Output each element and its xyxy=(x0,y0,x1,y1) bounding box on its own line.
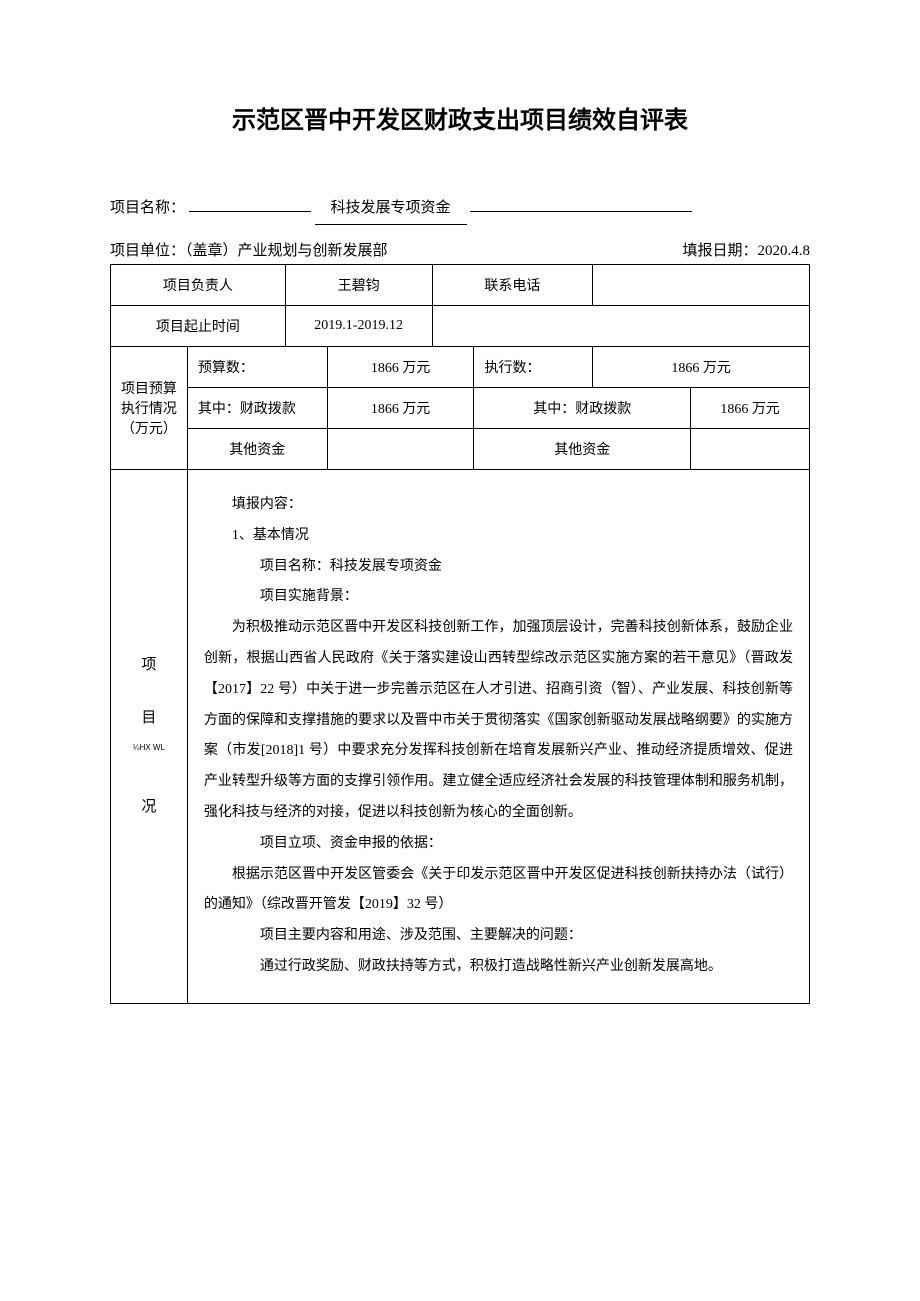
row-budget-1: 项目预算执行情况（万元） 预算数： 1866 万元 执行数： 1866 万元 xyxy=(111,347,810,388)
row-budget-3: 其他资金 其他资金 xyxy=(111,429,810,470)
row-overview: 项 目 ¼HX WL 况 填报内容： 1、基本情况 项目名称：科技发展专项资金 … xyxy=(111,470,810,1004)
form-table: 项目负责人 王碧钧 联系电话 项目起止时间 2019.1-2019.12 项目预… xyxy=(110,264,810,1004)
project-name-label: 项目名称： xyxy=(110,200,185,216)
overview-l5: 项目立项、资金申报的依据： xyxy=(204,829,793,860)
time-value: 2019.1-2019.12 xyxy=(285,306,432,347)
overview-l2: 1、基本情况 xyxy=(204,521,793,552)
row-leader: 项目负责人 王碧钧 联系电话 xyxy=(111,265,810,306)
overview-p1: 为积极推动示范区晋中开发区科技创新工作，加强顶层设计，完善科技创新体系，鼓励企业… xyxy=(204,613,793,829)
leader-value: 王碧钧 xyxy=(285,265,432,306)
fiscal-label-2: 其中：财政拨款 xyxy=(474,388,691,429)
page-title: 示范区晋中开发区财政支出项目绩效自评表 xyxy=(110,100,810,135)
budget-value: 1866 万元 xyxy=(327,347,474,388)
project-name-line: 项目名称： 科技发展专项资金 xyxy=(110,195,810,225)
time-label: 项目起止时间 xyxy=(111,306,286,347)
other-label-2: 其他资金 xyxy=(474,429,691,470)
other-value-2 xyxy=(691,429,810,470)
report-date: 填报日期：2020.4.8 xyxy=(682,239,810,260)
page: 示范区晋中开发区财政支出项目绩效自评表 项目名称： 科技发展专项资金 项目单位：… xyxy=(0,0,920,1301)
overview-p2: 根据示范区晋中开发区管委会《关于印发示范区晋中开发区促进科技创新扶持办法（试行）… xyxy=(204,860,793,922)
row-time: 项目起止时间 2019.1-2019.12 xyxy=(111,306,810,347)
overview-l6: 项目主要内容和用途、涉及范围、主要解决的问题： xyxy=(204,921,793,952)
unit-date-line: 项目单位：（盖章）产业规划与创新发展部 填报日期：2020.4.8 xyxy=(110,239,810,260)
overview-content: 填报内容： 1、基本情况 项目名称：科技发展专项资金 项目实施背景： 为积极推动… xyxy=(187,470,809,1004)
leader-label: 项目负责人 xyxy=(111,265,286,306)
overview-l1: 填报内容： xyxy=(204,490,793,521)
other-value-1 xyxy=(327,429,474,470)
fiscal-value-1: 1866 万元 xyxy=(327,388,474,429)
budget-label: 预算数： xyxy=(187,347,327,388)
phone-label: 联系电话 xyxy=(432,265,593,306)
budget-section-label: 项目预算执行情况（万元） xyxy=(111,347,188,470)
overview-l4: 项目实施背景： xyxy=(204,582,793,613)
exec-value: 1866 万元 xyxy=(593,347,810,388)
overview-p3: 通过行政奖励、财政扶持等方式，积极打造战略性新兴产业创新发展高地。 xyxy=(204,952,793,983)
overview-l3: 项目名称：科技发展专项资金 xyxy=(204,552,793,583)
overview-side-label: 项 目 ¼HX WL 况 xyxy=(111,470,188,1004)
phone-value xyxy=(593,265,810,306)
exec-label: 执行数： xyxy=(474,347,593,388)
other-label-1: 其他资金 xyxy=(187,429,327,470)
row-budget-2: 其中：财政拨款 1866 万元 其中：财政拨款 1866 万元 xyxy=(111,388,810,429)
time-blank xyxy=(432,306,809,347)
project-name-value: 科技发展专项资金 xyxy=(315,195,467,225)
project-unit-label: 项目单位：（盖章）产业规划与创新发展部 xyxy=(110,239,388,260)
fiscal-label-1: 其中：财政拨款 xyxy=(187,388,327,429)
fiscal-value-2: 1866 万元 xyxy=(691,388,810,429)
